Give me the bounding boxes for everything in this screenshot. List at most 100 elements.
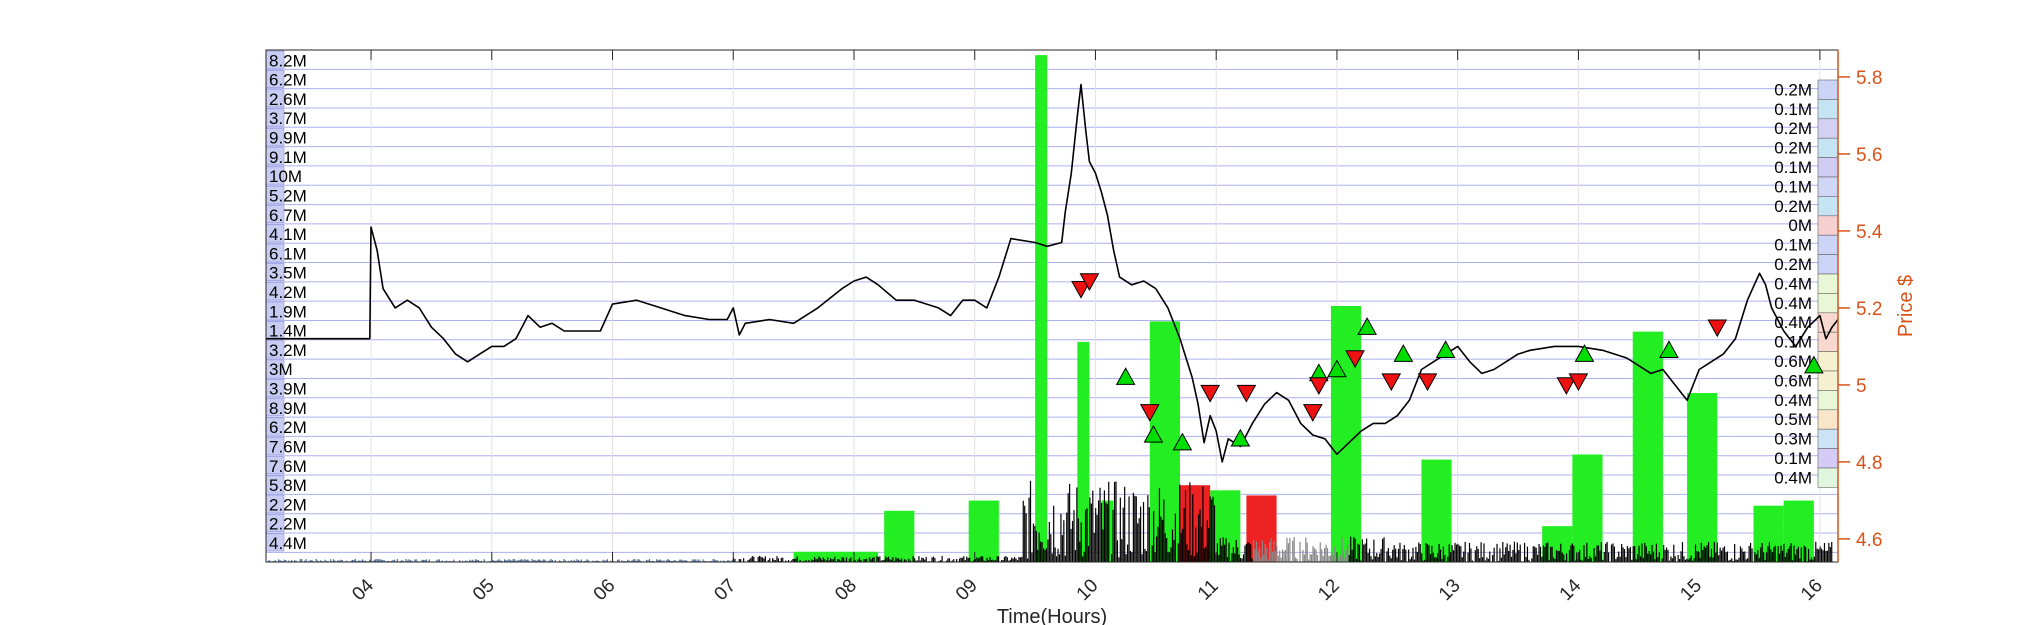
y-tick-label: 4.8 bbox=[1856, 453, 1882, 474]
volume-profile-left-label: 9.1M bbox=[269, 148, 307, 167]
volume-profile-right-bar bbox=[1817, 409, 1839, 430]
volume-bar-green bbox=[1687, 393, 1718, 562]
volume-profile-right-label: 0.1M bbox=[1774, 449, 1812, 468]
volume-profile-right-label: 0.2M bbox=[1774, 255, 1812, 274]
volume-profile-left-label: 9.9M bbox=[269, 129, 307, 148]
volume-profile-left-label: 2.2M bbox=[269, 515, 307, 534]
volume-profile-left-label: 7.6M bbox=[269, 437, 307, 456]
volume-profile-left-label: 6.1M bbox=[269, 244, 307, 263]
sell-marker bbox=[1556, 377, 1577, 395]
volume-profile-left-label: 3.7M bbox=[269, 109, 307, 128]
volume-profile-right-bar bbox=[1817, 176, 1839, 197]
volume-profile-right-label: 0.5M bbox=[1774, 410, 1812, 429]
volume-profile-right-bar bbox=[1817, 137, 1839, 158]
x-tick-label: 09 bbox=[952, 575, 982, 605]
sell-marker bbox=[1139, 404, 1160, 422]
volume-profile-right-label: 0.4M bbox=[1774, 294, 1812, 313]
volume-profile-right-label: 0.2M bbox=[1774, 80, 1812, 99]
volume-bar-green bbox=[884, 510, 915, 562]
volume-profile-left-label: 6.2M bbox=[269, 418, 307, 437]
volume-profile-right-bar bbox=[1817, 234, 1839, 255]
volume-profile-left-label: 4.2M bbox=[269, 283, 307, 302]
y-tick-label: 5.8 bbox=[1856, 68, 1882, 89]
buy-marker bbox=[1115, 367, 1136, 385]
sell-marker bbox=[1302, 404, 1323, 422]
volume-profile-left-label: 4.4M bbox=[269, 534, 307, 553]
volume-profile-right-bar bbox=[1817, 370, 1839, 391]
volume-profile-right-label: 0.4M bbox=[1774, 468, 1812, 487]
buy-marker bbox=[1393, 344, 1414, 362]
volume-profile-left-label: 1.4M bbox=[269, 322, 307, 341]
x-tick-label: 16 bbox=[1797, 575, 1827, 605]
x-tick-label: 04 bbox=[348, 575, 378, 605]
volume-bar-green bbox=[1572, 454, 1603, 562]
volume-profile-left-label: 3M bbox=[269, 360, 293, 379]
volume-profile-right-bar bbox=[1817, 118, 1839, 139]
volume-profile-left-label: 8.2M bbox=[269, 51, 307, 70]
volume-profile-right-bar bbox=[1817, 196, 1839, 217]
volume-profile-right-label: 0.2M bbox=[1774, 197, 1812, 216]
buy-marker bbox=[1327, 359, 1347, 378]
y-axis-ticks: 4.6 4.8 5 5.2 5.4 5.6 5.8 bbox=[1838, 68, 1883, 551]
volume-profile-left-label: 3.5M bbox=[269, 264, 307, 283]
trade-markers bbox=[1071, 273, 1824, 451]
volume-profile-right-bar bbox=[1817, 99, 1839, 120]
y-tick-label: 5 bbox=[1856, 376, 1867, 397]
price-line bbox=[266, 83, 1839, 463]
volume-profile-left-label: 6.7M bbox=[269, 206, 307, 225]
volume-profile-right-label: 0M bbox=[1788, 216, 1812, 235]
volume-profile-right-bar bbox=[1817, 215, 1839, 236]
sell-marker bbox=[1568, 373, 1589, 392]
volume-profile-left-label: 3.2M bbox=[269, 341, 307, 360]
volume-profile-right-bar bbox=[1817, 273, 1839, 294]
volume-profile-right-label: 0.6M bbox=[1774, 352, 1812, 371]
volume-profile-left-label: 8.9M bbox=[269, 399, 307, 418]
volume-bar-green bbox=[1077, 341, 1090, 562]
volume-bar-green bbox=[793, 551, 879, 562]
sell-marker bbox=[1345, 350, 1365, 368]
volume-profile-left-label: 1.9M bbox=[269, 302, 307, 321]
sell-marker bbox=[1236, 384, 1257, 403]
volume-profile-right-bar bbox=[1817, 254, 1839, 275]
volume-bar-green bbox=[1330, 306, 1362, 562]
sell-marker bbox=[1707, 319, 1728, 338]
volume-profile-left-label: 10M bbox=[269, 167, 302, 186]
volume-profile-left-label: 2.2M bbox=[269, 495, 307, 514]
buy-marker bbox=[1357, 317, 1377, 335]
volume-profile-left-label: 4.1M bbox=[269, 225, 307, 244]
volume-profile-right-label: 0.1M bbox=[1774, 158, 1812, 177]
buy-marker bbox=[1230, 428, 1251, 447]
volume-profile-left: 8.2M6.2M2.6M3.7M9.9M9.1M10M5.2M6.7M4.1M6… bbox=[265, 50, 307, 553]
volume-profile-right-label: 0.4M bbox=[1774, 313, 1812, 332]
sell-marker bbox=[1417, 373, 1438, 392]
x-axis-title: Time(Hours) bbox=[997, 606, 1107, 625]
buy-marker bbox=[1435, 340, 1456, 358]
buy-marker bbox=[1143, 424, 1164, 443]
sell-marker bbox=[1079, 273, 1100, 292]
x-tick-label: 12 bbox=[1314, 575, 1344, 605]
x-tick-label: 07 bbox=[710, 575, 740, 605]
volume-profile-right-label: 0.4M bbox=[1774, 391, 1812, 410]
volume-bar-green bbox=[1210, 490, 1241, 562]
volume-profile-right-bar bbox=[1817, 390, 1839, 411]
x-tick-label: 05 bbox=[469, 575, 499, 605]
volume-profile-left-label: 5.8M bbox=[269, 476, 307, 495]
y-tick-label: 5.2 bbox=[1856, 299, 1882, 320]
sell-marker bbox=[1308, 377, 1329, 395]
x-tick-label: 13 bbox=[1435, 575, 1465, 605]
sell-marker bbox=[1381, 373, 1402, 392]
volume-profile-right-bar bbox=[1817, 467, 1839, 488]
volume-profile-right-bar bbox=[1817, 293, 1839, 314]
y-axis-title: Price $ bbox=[1895, 275, 1917, 337]
x-tick-label: 11 bbox=[1194, 576, 1223, 605]
sell-marker bbox=[1200, 384, 1221, 403]
y-tick-label: 5.4 bbox=[1856, 222, 1883, 243]
volume-profile-right-bar bbox=[1817, 428, 1839, 449]
volume-profile-right: 0.2M0.1M0.2M0.2M0.1M0.1M0.2M0M0.1M0.2M0.… bbox=[1774, 79, 1839, 488]
volume-profile-right-label: 0.1M bbox=[1774, 100, 1812, 119]
buy-marker bbox=[1804, 355, 1824, 374]
volume-profile-right-label: 0.4M bbox=[1774, 274, 1812, 293]
volume-profile-right-bar bbox=[1817, 448, 1839, 469]
volume-profile-right-label: 0.6M bbox=[1774, 371, 1812, 390]
